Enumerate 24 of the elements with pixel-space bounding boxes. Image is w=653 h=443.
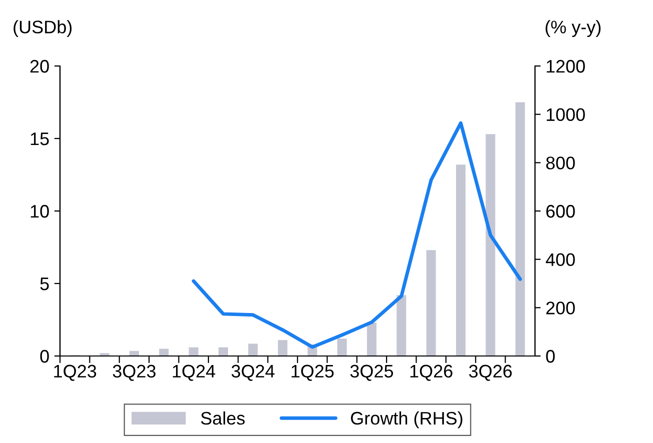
y2-tick-label: 400: [546, 253, 575, 266]
x-tick-label: 3Q25: [350, 364, 394, 381]
x-tick-label: 1Q23: [54, 364, 96, 381]
legend-label: Growth (RHS): [350, 411, 462, 428]
y-tick-label: 0: [40, 350, 49, 363]
y2-tick-label: 1000: [546, 108, 585, 122]
y2-tick-label: 600: [546, 204, 575, 218]
x-tick-label: 3Q23: [112, 364, 156, 381]
y-tick-label: 10: [30, 204, 49, 218]
x-tick-label: 3Q26: [469, 364, 512, 381]
y-tick-label: 15: [30, 132, 49, 146]
y2-tick-label: 800: [546, 156, 575, 170]
y2-axis-title: (% y-y): [546, 20, 601, 37]
y-tick-label: 20: [30, 60, 49, 73]
y2-tick-label: 200: [546, 302, 575, 314]
legend-label: Sales: [201, 411, 245, 425]
y-tick-label: 5: [40, 278, 49, 290]
y2-tick-label: 0: [546, 350, 555, 363]
x-tick-label: 1Q26: [410, 364, 452, 381]
y2-tick-label: 1200: [546, 60, 585, 73]
x-tick-label: 3Q24: [232, 364, 275, 381]
x-tick-label: 1Q24: [172, 364, 216, 381]
y-axis-title: (USDb): [14, 20, 72, 37]
x-tick-label: 1Q25: [292, 364, 334, 381]
